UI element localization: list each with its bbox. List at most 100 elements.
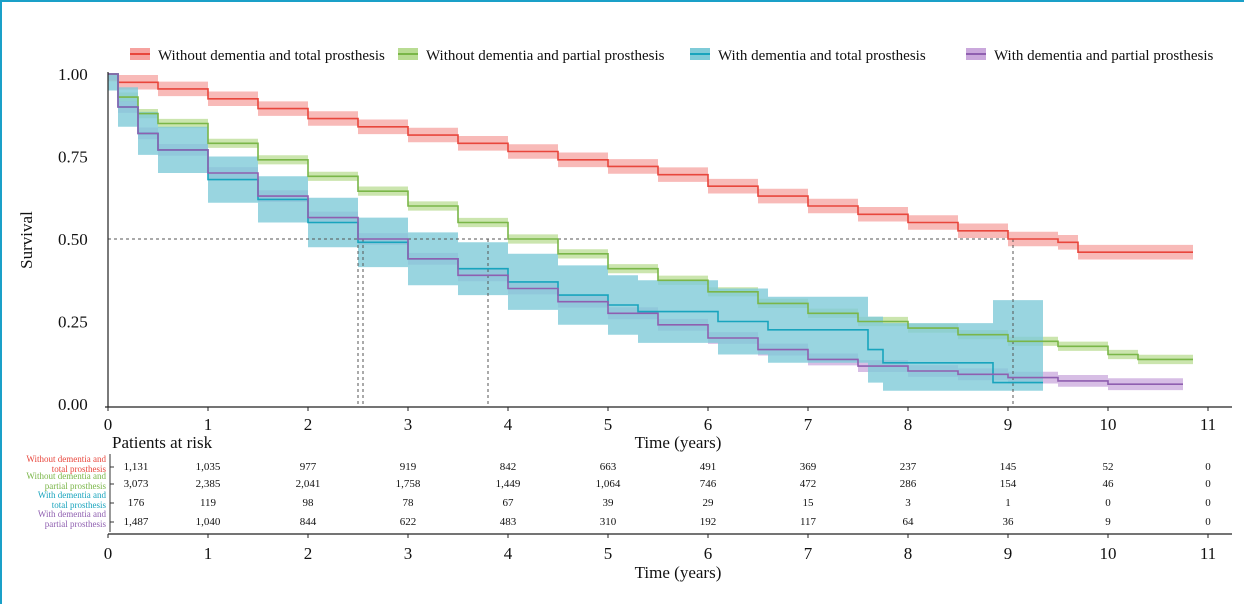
risk-row-label: partial prosthesis <box>45 481 107 491</box>
y-tick-label: 0.50 <box>58 230 88 249</box>
risk-value: 2,041 <box>296 478 321 490</box>
risk-value: 919 <box>400 461 417 473</box>
risk-x-tick-label: 6 <box>704 544 713 563</box>
risk-value: 0 <box>1205 461 1211 473</box>
risk-x-tick-label: 4 <box>504 544 513 563</box>
risk-value: 1,035 <box>196 461 221 473</box>
risk-value: 154 <box>1000 478 1017 490</box>
risk-value: 286 <box>900 478 917 490</box>
risk-value: 483 <box>500 516 517 528</box>
y-axis-title: Survival <box>17 211 36 269</box>
risk-value: 842 <box>500 461 517 473</box>
risk-row-label: With dementia and <box>38 509 107 519</box>
legend: Without dementia and total prosthesis Wit… <box>130 48 1214 64</box>
risk-value: 9 <box>1105 516 1111 528</box>
risk-value: 117 <box>800 516 817 528</box>
y-tick-label: 0.25 <box>58 313 88 332</box>
risk-row-label: partial prosthesis <box>45 519 107 529</box>
risk-value: 1,131 <box>124 461 149 473</box>
risk-value: 663 <box>600 461 617 473</box>
risk-value: 622 <box>400 516 417 528</box>
survival-line <box>108 73 1183 385</box>
risk-value: 46 <box>1103 478 1115 490</box>
risk-value: 1,449 <box>496 478 521 490</box>
risk-value: 977 <box>300 461 317 473</box>
risk-x-tick-label: 9 <box>1004 544 1013 563</box>
risk-value: 3,073 <box>124 478 149 490</box>
x-tick-label: 4 <box>504 415 513 434</box>
risk-value: 64 <box>903 516 915 528</box>
confidence-bands <box>108 74 1193 391</box>
risk-x-axis-title: Time (years) <box>635 563 722 582</box>
x-tick-label: 0 <box>104 415 113 434</box>
risk-value: 844 <box>300 516 317 528</box>
risk-x-tick-label: 10 <box>1100 544 1117 563</box>
risk-value: 192 <box>700 516 717 528</box>
x-tick-label: 9 <box>1004 415 1013 434</box>
risk-value: 176 <box>128 497 145 509</box>
risk-value: 3 <box>905 497 911 509</box>
risk-row-label: total prosthesis <box>52 500 107 510</box>
survival-lines <box>108 73 1193 385</box>
x-tick-label: 3 <box>404 415 413 434</box>
y-tick-label: 0.00 <box>58 395 88 414</box>
risk-x-tick-label: 1 <box>204 544 213 563</box>
risk-value: 15 <box>803 497 815 509</box>
risk-value: 78 <box>403 497 415 509</box>
risk-value: 0 <box>1205 516 1211 528</box>
risk-row-label: With dementia and <box>38 490 107 500</box>
risk-x-tick-label: 3 <box>404 544 413 563</box>
risk-value: 0 <box>1205 478 1211 490</box>
risk-value: 237 <box>900 461 917 473</box>
confidence-band <box>108 74 1043 391</box>
risk-x-tick-label: 0 <box>104 544 113 563</box>
risk-value: 0 <box>1105 497 1111 509</box>
risk-row-label: total prosthesis <box>52 464 107 474</box>
x-tick-label: 1 <box>204 415 213 434</box>
legend-label: With dementia and partial prosthesis <box>994 48 1214 64</box>
risk-x-tick-label: 5 <box>604 544 613 563</box>
risk-value: 52 <box>1103 461 1114 473</box>
x-axis-title: Time (years) <box>635 433 722 452</box>
risk-x-tick-label: 2 <box>304 544 313 563</box>
risk-value: 145 <box>1000 461 1017 473</box>
risk-value: 310 <box>600 516 617 528</box>
legend-label: With dementia and total prosthesis <box>718 48 926 64</box>
x-tick-label: 2 <box>304 415 313 434</box>
risk-value: 1,487 <box>124 516 149 528</box>
x-tick-label: 11 <box>1200 415 1216 434</box>
risk-value: 98 <box>303 497 315 509</box>
axes: 0.00 0.25 0.50 0.75 1.00 0 1 2 3 4 5 6 7 8 9 10 11 Surviv… <box>17 65 1232 452</box>
risk-value: 369 <box>800 461 817 473</box>
risk-value: 0 <box>1205 497 1211 509</box>
x-tick-label: 10 <box>1100 415 1117 434</box>
survival-line <box>108 73 1193 361</box>
risk-value: 1,040 <box>196 516 221 528</box>
risk-x-tick-label: 7 <box>804 544 813 563</box>
survival-line <box>108 73 1193 253</box>
risk-value: 1 <box>1005 497 1011 509</box>
risk-value: 491 <box>700 461 717 473</box>
risk-x-tick-label: 11 <box>1200 544 1216 563</box>
risk-row-label: Without dementia and <box>26 454 106 464</box>
x-tick-label: 5 <box>604 415 613 434</box>
risk-value: 472 <box>800 478 817 490</box>
x-tick-label: 8 <box>904 415 913 434</box>
x-tick-label: 6 <box>704 415 713 434</box>
legend-label: Without dementia and total prosthesis <box>158 48 385 64</box>
risk-value: 36 <box>1003 516 1015 528</box>
risk-value: 2,385 <box>196 478 221 490</box>
y-tick-label: 0.75 <box>58 148 88 167</box>
median-guides <box>108 238 1014 404</box>
risk-row-label: Without dementia and <box>26 471 106 481</box>
risk-value: 746 <box>700 478 717 490</box>
risk-value: 1,758 <box>396 478 421 490</box>
risk-value: 67 <box>503 497 515 509</box>
risk-table-title: Patients at risk <box>112 433 213 452</box>
risk-value: 119 <box>200 497 217 509</box>
risk-value: 39 <box>603 497 615 509</box>
risk-value: 1,064 <box>596 478 621 490</box>
